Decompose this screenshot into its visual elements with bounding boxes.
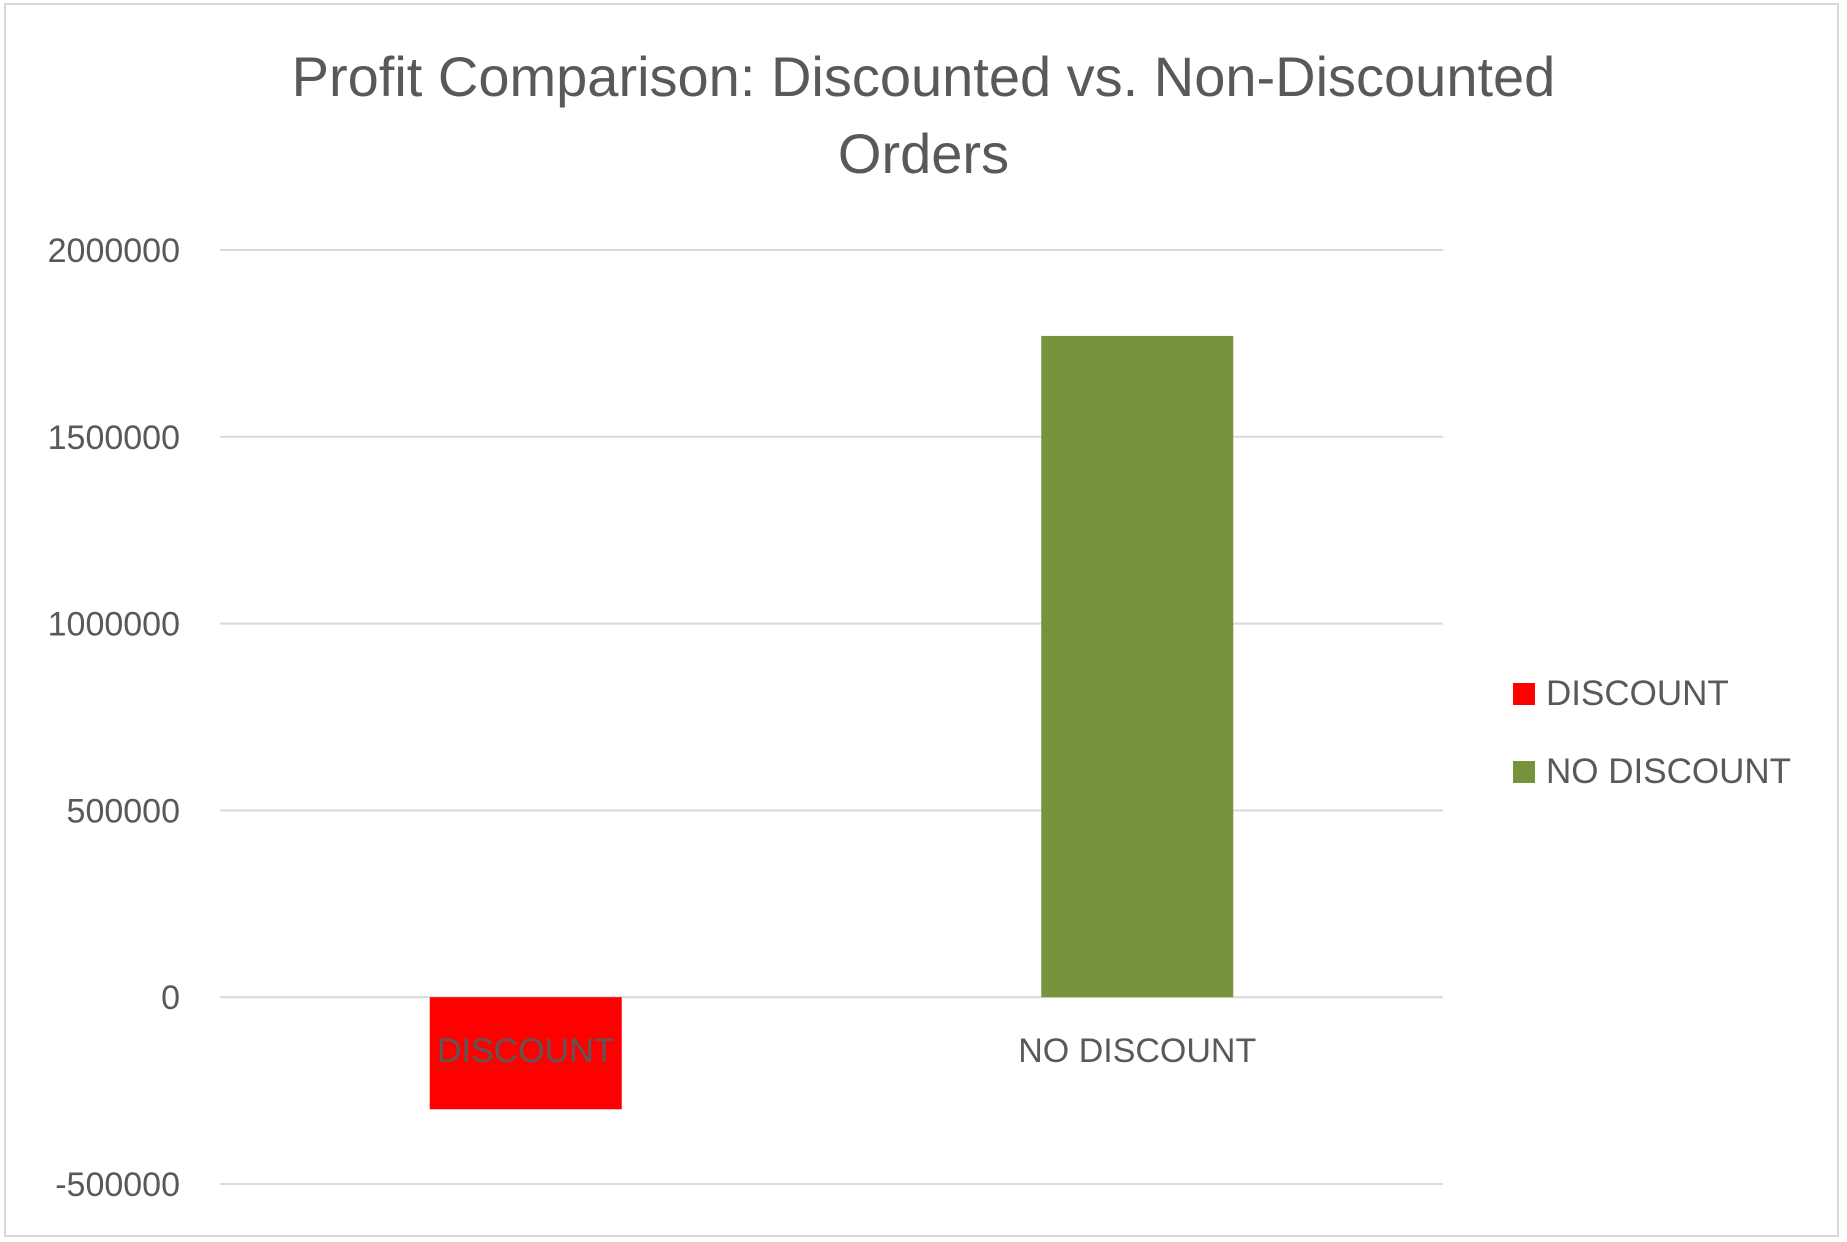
chart-title: Profit Comparison: Discounted vs. Non-Di…: [291, 45, 1556, 185]
y-axis-ticks: -500000 0 500000 1000000 1500000 2000000: [48, 232, 180, 1204]
legend-label-discount: DISCOUNT: [1546, 674, 1729, 713]
gridlines: [220, 249, 1443, 1185]
x-tick-label-no-discount: NO DISCOUNT: [1018, 1032, 1256, 1070]
legend-item-no-discount: NO DISCOUNT: [1513, 733, 1791, 811]
legend-item-discount: DISCOUNT: [1513, 655, 1791, 733]
legend: DISCOUNT NO DISCOUNT: [1513, 655, 1791, 811]
y-tick-label-1500000: 1500000: [48, 419, 180, 457]
legend-swatch-no-discount: [1513, 761, 1535, 783]
y-tick-label-500000: 500000: [67, 792, 180, 830]
y-tick-label-500000: -500000: [55, 1166, 180, 1204]
bars: [429, 335, 1234, 1110]
x-axis-categories: DISCOUNT NO DISCOUNT: [437, 1032, 1256, 1070]
legend-label-no-discount: NO DISCOUNT: [1546, 752, 1791, 791]
x-tick-label-discount: DISCOUNT: [437, 1032, 615, 1070]
y-tick-label-2000000: 2000000: [48, 232, 180, 270]
y-tick-label-0: 0: [161, 979, 180, 1017]
bar-discount: [429, 997, 622, 1110]
legend-swatch-discount: [1513, 683, 1535, 705]
bar-no-discount: [1041, 335, 1234, 998]
y-tick-label-1000000: 1000000: [48, 606, 180, 644]
chart-frame: [4, 3, 1839, 1237]
